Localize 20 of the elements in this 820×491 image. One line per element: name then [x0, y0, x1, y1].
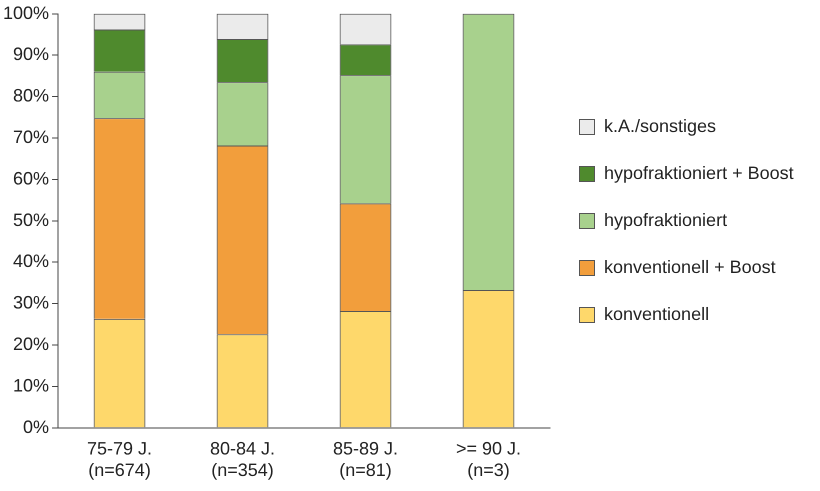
x-tick-label: >= 90 J. (n=3)	[456, 438, 522, 480]
y-tick-label: 0%	[23, 416, 50, 437]
y-tick-label: 90%	[13, 44, 50, 64]
y-tick-label: 40%	[13, 251, 50, 272]
legend-label: konventionell	[604, 304, 710, 325]
y-tick-label: 60%	[13, 168, 50, 188]
legend-label: hypofraktioniert + Boost	[604, 163, 794, 184]
y-tick-label: 50%	[13, 210, 50, 230]
legend-label: hypofraktioniert	[604, 210, 728, 231]
legend-label: konventionell + Boost	[604, 257, 776, 278]
y-tick-label: 10%	[13, 375, 50, 396]
y-tick-label: 80%	[13, 86, 50, 106]
legend-label: k.A./sonstiges	[604, 116, 716, 137]
x-tick-label: 75-79 J. (n=674)	[87, 438, 152, 480]
x-tick-label: 80-84 J. (n=354)	[210, 438, 276, 480]
x-tick-label: 85-89 J. (n=81)	[332, 438, 398, 480]
y-tick-label: 70%	[13, 126, 50, 147]
y-tick-label: 30%	[13, 292, 50, 313]
y-tick-label: 100%	[2, 2, 50, 23]
y-tick-label: 20%	[13, 334, 50, 354]
